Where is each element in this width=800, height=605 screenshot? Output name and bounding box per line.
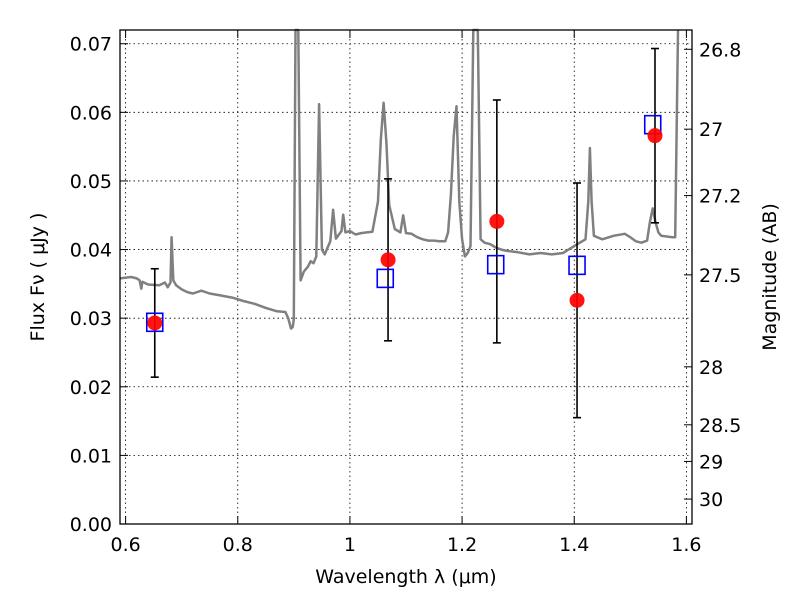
observed-photometry-point — [147, 315, 163, 331]
plot-background — [120, 30, 692, 524]
x-tick-label: 1.4 — [559, 534, 589, 556]
y-tick-label: 0.06 — [70, 102, 112, 124]
y2-tick-label: 27.5 — [699, 265, 741, 287]
y2-tick-label: 26.8 — [699, 39, 741, 61]
x-tick-label: 1 — [344, 534, 356, 556]
y-tick-label: 0.00 — [70, 514, 112, 536]
observed-photometry — [147, 128, 663, 331]
observed-photometry-point — [569, 292, 585, 308]
x-tick-label: 0.6 — [110, 534, 140, 556]
x-tick-label: 0.8 — [223, 534, 253, 556]
y2-tick-label: 28 — [699, 357, 723, 379]
y-axis-title: Flux Fν ( μJy ) — [27, 213, 49, 342]
y2-tick-label: 27 — [699, 119, 723, 141]
y2-tick-label: 30 — [699, 489, 723, 511]
observed-photometry-point — [489, 213, 505, 229]
x-axis-title: Wavelength λ (μm) — [315, 566, 496, 588]
spectrum-line — [119, 28, 680, 330]
y2-tick-label: 28.5 — [699, 415, 741, 437]
x-tick-label: 1.2 — [447, 534, 477, 556]
y2-tick-label: 29 — [699, 451, 723, 473]
y-axis: 0.00 0.01 0.02 0.03 0.04 0.05 0.06 0.07 — [70, 34, 128, 536]
model-photometry-marker — [376, 268, 395, 289]
y2-axis-title: Magnitude (AB) — [759, 203, 781, 351]
x-axis: 0.6 0.8 1 1.2 1.4 1.6 — [110, 30, 702, 556]
y-tick-label: 0.04 — [70, 240, 112, 262]
grid-lines — [120, 30, 692, 524]
model-photometry-marker — [486, 254, 505, 275]
y-tick-label: 0.02 — [70, 377, 112, 399]
observed-photometry-point — [647, 128, 663, 144]
model-spectrum — [119, 28, 680, 330]
model-photometry — [145, 114, 662, 333]
observed-photometry-point — [380, 252, 396, 268]
y2-axis: 26.8 27 27.2 27.5 28 28.5 29 30 — [684, 39, 741, 511]
x-tick-label: 1.6 — [671, 534, 701, 556]
model-photometry-marker — [145, 312, 164, 333]
y2-tick-label: 27.2 — [699, 186, 741, 208]
y-tick-label: 0.07 — [70, 34, 112, 56]
y-tick-label: 0.03 — [70, 308, 112, 330]
y-tick-label: 0.05 — [70, 171, 112, 193]
y-tick-label: 0.01 — [70, 445, 112, 467]
model-photometry-marker — [568, 255, 586, 276]
plot-frame — [119, 29, 693, 525]
